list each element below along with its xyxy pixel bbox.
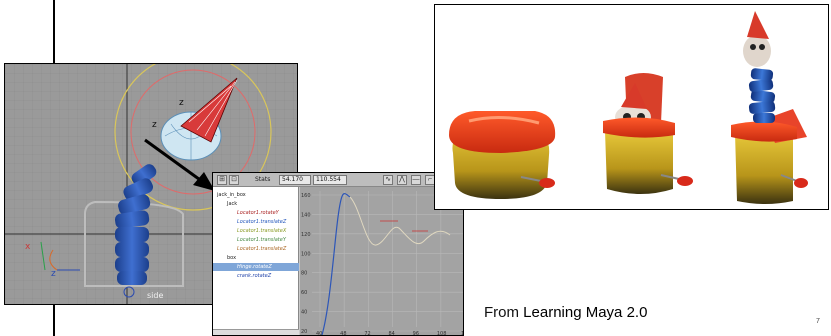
y-tick-label: 80 (301, 271, 307, 277)
viewport-scene: z z x z (5, 64, 297, 304)
graph-outliner[interactable]: jack_in_box Jack Locator1.rotateY Locator1.… (213, 187, 299, 335)
outliner-item[interactable]: box (213, 254, 299, 262)
outliner-item[interactable]: jack_in_box (213, 191, 299, 199)
graph-editor-toolbar: ⊞ ⊡ Stats 54.170 110.554 ∿ ⋀ — ⌐ ∨ (213, 173, 463, 187)
outliner-item-label: Locator1.translateX (237, 228, 287, 234)
box-closed (449, 111, 556, 199)
box-open-jack (731, 11, 808, 204)
caption-prefix: From (484, 304, 524, 321)
outliner-item-label: Jack (227, 201, 238, 207)
outliner-item-label: Locator1.translateZ (237, 246, 287, 252)
box-opening (603, 73, 693, 194)
render-scene (449, 11, 808, 204)
y-tick-label: 40 (301, 310, 307, 316)
tangent-handles (380, 220, 428, 232)
linear-tangent-button[interactable]: ⋀ (397, 175, 407, 185)
y-tick-label: 160 (301, 193, 311, 199)
spline-tangent-button[interactable]: ∿ (383, 175, 393, 185)
light-curve (349, 196, 451, 246)
outliner-item[interactable]: Locator1.translateX (213, 227, 299, 235)
outliner-item-label: box (227, 255, 237, 261)
key-value-field[interactable]: 110.554 (313, 175, 347, 185)
outliner-item-label: Locator1.rotateY (237, 210, 279, 216)
rendered-jack-in-box-image (434, 4, 829, 210)
outliner-item[interactable]: Locator1.rotateY (213, 209, 299, 217)
outliner-item-label: Hinge.rotateZ (237, 264, 272, 270)
y-tick-label: 140 (301, 212, 311, 218)
gizmo-z-label-2: z (179, 98, 184, 108)
time-value-field[interactable]: 54.170 (279, 175, 311, 185)
y-tick-label: 100 (301, 251, 311, 257)
x-tick-label: 84 (389, 331, 395, 336)
viewport-label: side (147, 291, 164, 300)
stats-label: Stats (255, 176, 271, 183)
frame-line-left-top (53, 0, 55, 63)
axis-z-label: z (51, 269, 56, 279)
curve-plot: 160 140 120 100 80 60 40 20 40 48 72 84 96 108 120 (301, 191, 464, 336)
axis-x-label: x (25, 242, 31, 252)
y-tick-label: 60 (301, 290, 307, 296)
outliner-item[interactable]: Jack (213, 200, 299, 208)
outliner-item[interactable]: Locator1.translateZ (213, 218, 299, 226)
caption-book-title: Learning Maya 2.0 (523, 304, 648, 321)
outliner-item-label: jack_in_box (217, 192, 246, 198)
frame-all-button[interactable]: ⊞ (217, 175, 227, 185)
outliner-scrollbar[interactable] (213, 329, 299, 335)
source-caption: From Learning Maya 2.0 (484, 304, 647, 321)
x-tick-label: 40 (316, 331, 322, 336)
gizmo-z-label-1: z (152, 120, 157, 130)
x-tick-label: 48 (340, 331, 346, 336)
frame-line-left-bottom (53, 305, 55, 336)
outliner-item[interactable]: Locator1.translateY (213, 236, 299, 244)
graph-editor-window[interactable]: ⊞ ⊡ Stats 54.170 110.554 ∿ ⋀ — ⌐ ∨ jack_… (212, 172, 464, 336)
outliner-item-label: Locator1.translateY (237, 237, 286, 243)
x-tick-label: 72 (364, 331, 370, 336)
spring-segments (114, 164, 157, 285)
outliner-item-label: Locator1.translateZ (237, 219, 287, 225)
outliner-item[interactable]: crank.rotateZ (213, 272, 299, 280)
y-tick-label: 120 (301, 232, 311, 238)
page-number: 7 (816, 318, 820, 325)
outliner-item[interactable]: Hinge.rotateZ (213, 263, 299, 271)
y-tick-label: 20 (301, 329, 307, 335)
blue-curve (321, 193, 351, 335)
x-tick-label: 120 (461, 331, 464, 336)
graph-plot-area[interactable]: 160 140 120 100 80 60 40 20 40 48 72 84 96 108 120 (300, 187, 464, 336)
x-tick-label: 96 (413, 331, 419, 336)
x-tick-label: 108 (437, 331, 447, 336)
outliner-item-label: crank.rotateZ (237, 273, 272, 279)
frame-selection-button[interactable]: ⊡ (229, 175, 239, 185)
outliner-item[interactable]: Locator1.translateZ (213, 245, 299, 253)
flat-tangent-button[interactable]: — (411, 175, 421, 185)
